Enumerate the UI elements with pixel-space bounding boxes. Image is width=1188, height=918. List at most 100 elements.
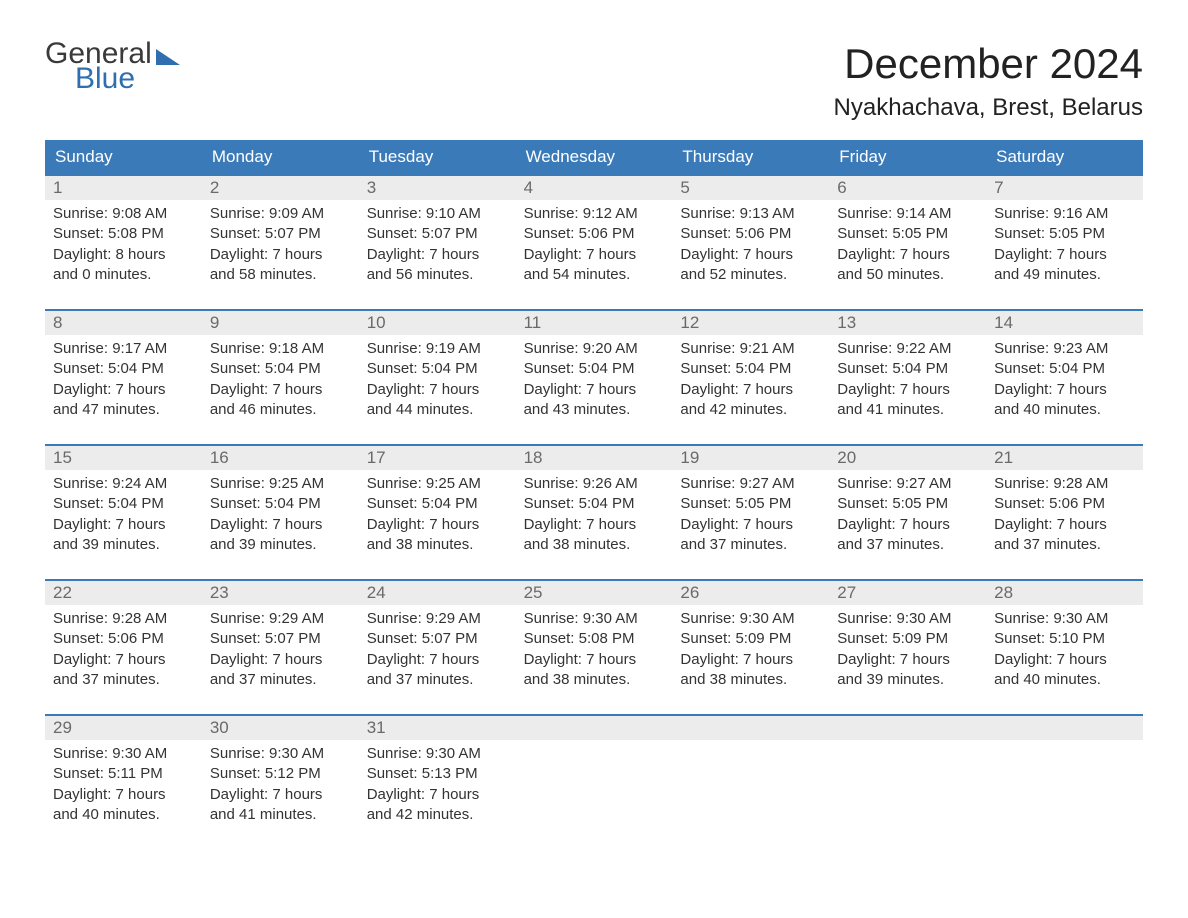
day-number: 20 xyxy=(829,446,986,470)
daylight-line: Daylight: 7 hours and 40 minutes. xyxy=(994,380,1135,421)
week-row: 891011121314Sunrise: 9:17 AMSunset: 5:04… xyxy=(45,309,1143,430)
sunrise-line: Sunrise: 9:13 AM xyxy=(680,204,821,224)
day-number-row: 293031 xyxy=(45,716,1143,740)
sunset-line: Sunset: 5:05 PM xyxy=(837,224,978,244)
daylight-line: Daylight: 7 hours and 58 minutes. xyxy=(210,245,351,286)
sunrise-line: Sunrise: 9:27 AM xyxy=(837,474,978,494)
sunrise-line: Sunrise: 9:12 AM xyxy=(524,204,665,224)
logo-word-blue: Blue xyxy=(75,65,180,94)
sunrise-line: Sunrise: 9:23 AM xyxy=(994,339,1135,359)
sunrise-line: Sunrise: 9:14 AM xyxy=(837,204,978,224)
daylight-line: Daylight: 7 hours and 38 minutes. xyxy=(524,515,665,556)
day-cell: Sunrise: 9:30 AMSunset: 5:08 PMDaylight:… xyxy=(516,605,673,700)
day-number xyxy=(672,716,829,740)
sunset-line: Sunset: 5:04 PM xyxy=(524,494,665,514)
sunrise-line: Sunrise: 9:30 AM xyxy=(994,609,1135,629)
daylight-line: Daylight: 7 hours and 39 minutes. xyxy=(837,650,978,691)
day-number: 28 xyxy=(986,581,1143,605)
day-cell: Sunrise: 9:30 AMSunset: 5:11 PMDaylight:… xyxy=(45,740,202,835)
sunrise-line: Sunrise: 9:25 AM xyxy=(367,474,508,494)
sunrise-line: Sunrise: 9:30 AM xyxy=(53,744,194,764)
day-cell: Sunrise: 9:21 AMSunset: 5:04 PMDaylight:… xyxy=(672,335,829,430)
day-number: 9 xyxy=(202,311,359,335)
day-cell: Sunrise: 9:24 AMSunset: 5:04 PMDaylight:… xyxy=(45,470,202,565)
day-number: 21 xyxy=(986,446,1143,470)
day-number-row: 891011121314 xyxy=(45,311,1143,335)
logo-triangle-icon xyxy=(156,49,180,65)
sunrise-line: Sunrise: 9:22 AM xyxy=(837,339,978,359)
day-cell: Sunrise: 9:14 AMSunset: 5:05 PMDaylight:… xyxy=(829,200,986,295)
sunset-line: Sunset: 5:06 PM xyxy=(994,494,1135,514)
daylight-line: Daylight: 7 hours and 47 minutes. xyxy=(53,380,194,421)
sunrise-line: Sunrise: 9:19 AM xyxy=(367,339,508,359)
sunrise-line: Sunrise: 9:21 AM xyxy=(680,339,821,359)
sunrise-line: Sunrise: 9:30 AM xyxy=(210,744,351,764)
day-cell: Sunrise: 9:29 AMSunset: 5:07 PMDaylight:… xyxy=(359,605,516,700)
day-number: 2 xyxy=(202,176,359,200)
daylight-line: Daylight: 7 hours and 40 minutes. xyxy=(994,650,1135,691)
sunset-line: Sunset: 5:10 PM xyxy=(994,629,1135,649)
daylight-line: Daylight: 7 hours and 42 minutes. xyxy=(680,380,821,421)
day-cell: Sunrise: 9:25 AMSunset: 5:04 PMDaylight:… xyxy=(359,470,516,565)
sunrise-line: Sunrise: 9:30 AM xyxy=(524,609,665,629)
sunset-line: Sunset: 5:09 PM xyxy=(680,629,821,649)
day-cell: Sunrise: 9:30 AMSunset: 5:10 PMDaylight:… xyxy=(986,605,1143,700)
day-cell: Sunrise: 9:13 AMSunset: 5:06 PMDaylight:… xyxy=(672,200,829,295)
daylight-line: Daylight: 7 hours and 37 minutes. xyxy=(994,515,1135,556)
sunset-line: Sunset: 5:06 PM xyxy=(680,224,821,244)
day-number: 13 xyxy=(829,311,986,335)
sunset-line: Sunset: 5:07 PM xyxy=(367,224,508,244)
dow-tuesday: Tuesday xyxy=(359,140,516,174)
logo: General Blue xyxy=(45,40,180,93)
sunset-line: Sunset: 5:08 PM xyxy=(53,224,194,244)
day-number: 14 xyxy=(986,311,1143,335)
day-number-row: 15161718192021 xyxy=(45,446,1143,470)
daylight-line: Daylight: 7 hours and 37 minutes. xyxy=(367,650,508,691)
daylight-line: Daylight: 8 hours and 0 minutes. xyxy=(53,245,194,286)
dow-friday: Friday xyxy=(829,140,986,174)
day-cell: Sunrise: 9:30 AMSunset: 5:13 PMDaylight:… xyxy=(359,740,516,835)
day-cell: Sunrise: 9:30 AMSunset: 5:09 PMDaylight:… xyxy=(672,605,829,700)
sunrise-line: Sunrise: 9:30 AM xyxy=(837,609,978,629)
sunrise-line: Sunrise: 9:24 AM xyxy=(53,474,194,494)
daylight-line: Daylight: 7 hours and 40 minutes. xyxy=(53,785,194,826)
day-number: 19 xyxy=(672,446,829,470)
sunrise-line: Sunrise: 9:26 AM xyxy=(524,474,665,494)
day-cell: Sunrise: 9:16 AMSunset: 5:05 PMDaylight:… xyxy=(986,200,1143,295)
sunset-line: Sunset: 5:05 PM xyxy=(680,494,821,514)
sunrise-line: Sunrise: 9:25 AM xyxy=(210,474,351,494)
day-number: 17 xyxy=(359,446,516,470)
day-cell: Sunrise: 9:22 AMSunset: 5:04 PMDaylight:… xyxy=(829,335,986,430)
sunrise-line: Sunrise: 9:30 AM xyxy=(367,744,508,764)
dow-sunday: Sunday xyxy=(45,140,202,174)
day-cell: Sunrise: 9:30 AMSunset: 5:12 PMDaylight:… xyxy=(202,740,359,835)
daylight-line: Daylight: 7 hours and 46 minutes. xyxy=(210,380,351,421)
week-row: 22232425262728Sunrise: 9:28 AMSunset: 5:… xyxy=(45,579,1143,700)
sunset-line: Sunset: 5:04 PM xyxy=(524,359,665,379)
sunset-line: Sunset: 5:04 PM xyxy=(210,494,351,514)
week-row: 1234567Sunrise: 9:08 AMSunset: 5:08 PMDa… xyxy=(45,174,1143,295)
sunrise-line: Sunrise: 9:30 AM xyxy=(680,609,821,629)
daylight-line: Daylight: 7 hours and 50 minutes. xyxy=(837,245,978,286)
day-cell: Sunrise: 9:19 AMSunset: 5:04 PMDaylight:… xyxy=(359,335,516,430)
header: General Blue December 2024 Nyakhachava, … xyxy=(45,40,1143,122)
day-number: 10 xyxy=(359,311,516,335)
day-cell: Sunrise: 9:12 AMSunset: 5:06 PMDaylight:… xyxy=(516,200,673,295)
sunset-line: Sunset: 5:07 PM xyxy=(367,629,508,649)
sunrise-line: Sunrise: 9:29 AM xyxy=(367,609,508,629)
sunrise-line: Sunrise: 9:18 AM xyxy=(210,339,351,359)
day-cell: Sunrise: 9:08 AMSunset: 5:08 PMDaylight:… xyxy=(45,200,202,295)
daylight-line: Daylight: 7 hours and 44 minutes. xyxy=(367,380,508,421)
daylight-line: Daylight: 7 hours and 38 minutes. xyxy=(680,650,821,691)
dow-thursday: Thursday xyxy=(672,140,829,174)
calendar: SundayMondayTuesdayWednesdayThursdayFrid… xyxy=(45,140,1143,835)
sunset-line: Sunset: 5:06 PM xyxy=(53,629,194,649)
day-cell: Sunrise: 9:23 AMSunset: 5:04 PMDaylight:… xyxy=(986,335,1143,430)
day-cell: Sunrise: 9:30 AMSunset: 5:09 PMDaylight:… xyxy=(829,605,986,700)
day-number xyxy=(986,716,1143,740)
daylight-line: Daylight: 7 hours and 37 minutes. xyxy=(53,650,194,691)
day-number: 30 xyxy=(202,716,359,740)
day-cell: Sunrise: 9:26 AMSunset: 5:04 PMDaylight:… xyxy=(516,470,673,565)
daylight-line: Daylight: 7 hours and 37 minutes. xyxy=(837,515,978,556)
day-cell xyxy=(829,740,986,835)
